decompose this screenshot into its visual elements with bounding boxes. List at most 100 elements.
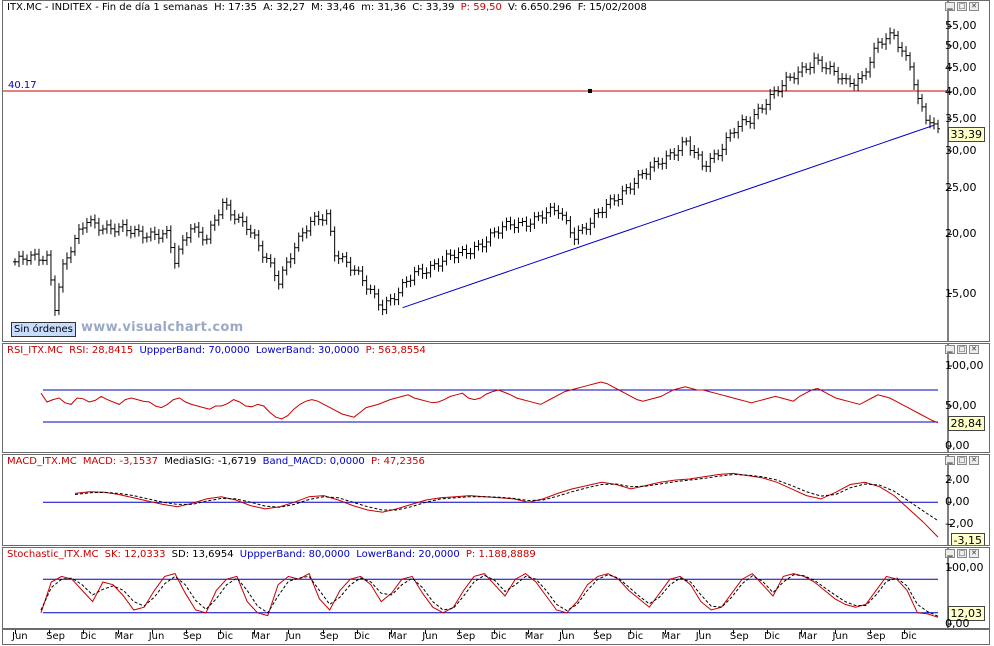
rsi-chart: [40, 344, 952, 452]
price-bar: [908, 52, 913, 71]
price-bar: [572, 227, 577, 245]
x-tick: [288, 630, 290, 634]
price-bar: [536, 211, 541, 222]
rsi-p: P: 563,8554: [365, 345, 426, 356]
price-field-f: F: 15/02/2008: [577, 2, 647, 13]
price-bar: [276, 270, 281, 290]
minimize-icon[interactable]: ▁: [945, 345, 955, 354]
price-bar: [688, 136, 693, 156]
minimize-icon[interactable]: ▁: [945, 2, 955, 11]
price-bar: [780, 80, 785, 98]
price-bar: [416, 264, 421, 276]
x-tick-label: Jun: [558, 631, 575, 642]
x-tick-label: Sep: [46, 631, 66, 642]
price-panel[interactable]: ITX.MC - INDITEX - Fin de día 1 semanas …: [2, 0, 990, 342]
price-bar: [56, 283, 61, 315]
rsi-lower: LowerBand: 30,0000: [255, 345, 360, 356]
price-bar: [156, 229, 161, 244]
price-bar: [240, 212, 245, 227]
stoch-last-value: 12,03: [947, 606, 985, 621]
price-bar: [436, 258, 441, 272]
x-tick: [732, 630, 734, 634]
x-tick: [561, 630, 563, 634]
price-symbol: ITX.MC - INDITEX - Fin de día 1 semanas: [7, 2, 208, 13]
price-bar: [564, 211, 569, 225]
price-bar: [900, 41, 905, 57]
level-line-handle: [588, 88, 592, 93]
price-bar: [356, 266, 361, 275]
price-bar: [632, 177, 637, 196]
price-bar: [256, 229, 261, 252]
maximize-icon[interactable]: □: [957, 549, 967, 558]
rsi-y-tick-label: 50,00: [945, 399, 977, 412]
price-bar: [728, 129, 733, 142]
minimize-icon[interactable]: ▁: [945, 456, 955, 465]
close-icon[interactable]: ✕: [969, 549, 979, 558]
x-tick: [322, 630, 324, 634]
macd-panel[interactable]: MACD_ITX.MC MACD: -3,1537 MediaSIG: -1,6…: [2, 454, 990, 546]
stochastic-panel[interactable]: Stochastic_ITX.MC SK: 12,0333 SD: 13,695…: [2, 547, 990, 629]
price-bar: [308, 216, 313, 236]
watermark: www.visualchart.com: [81, 320, 244, 335]
x-tick-label: Jun: [422, 631, 438, 642]
price-bar: [656, 157, 661, 169]
x-tick: [356, 630, 358, 634]
price-bar: [844, 73, 849, 85]
x-tick: [15, 630, 16, 634]
price-bar: [104, 220, 109, 234]
price-bar: [496, 226, 501, 239]
price-y-tick-label: 55,00: [945, 19, 977, 33]
macd-series-mediasig: [74, 473, 939, 522]
x-tick: [835, 630, 837, 634]
price-bar: [880, 37, 885, 49]
price-bar: [748, 116, 753, 129]
price-y-tick-label: 40,00: [945, 84, 977, 98]
price-bar: [48, 250, 53, 286]
price-bar: [544, 207, 549, 224]
price-bar: [220, 198, 225, 220]
price-y-tick-label: 25,00: [945, 181, 977, 195]
price-bar: [456, 247, 461, 263]
price-bar: [360, 266, 365, 287]
price-bar: [440, 255, 445, 272]
trend-line: [402, 124, 935, 309]
price-bar: [488, 228, 493, 247]
close-icon[interactable]: ✕: [969, 345, 979, 354]
price-bar: [184, 232, 189, 246]
price-bar: [580, 224, 585, 235]
x-tick-label: Jun: [695, 631, 712, 642]
price-bar: [832, 62, 837, 76]
maximize-icon[interactable]: □: [957, 456, 967, 465]
stoch-p: P: 1.188,8889: [465, 549, 536, 560]
macd-p: P: 47,2356: [370, 456, 425, 467]
time-axis[interactable]: Jun Sep Dic Mar Jun Sep Dic Mar Jun Sep Dic Mar Jun S…: [2, 629, 990, 645]
price-bar: [332, 226, 337, 262]
price-bar: [284, 257, 289, 276]
price-bar: [660, 157, 665, 170]
maximize-icon[interactable]: □: [957, 345, 967, 354]
price-bar: [368, 284, 373, 295]
stoch-y-tick-label: 0,00: [945, 617, 970, 629]
price-bar: [344, 251, 349, 268]
price-bar: [492, 227, 497, 238]
price-bar: [140, 225, 145, 244]
price-bar: [920, 93, 925, 112]
price-bar: [736, 120, 741, 139]
price-bar: [504, 217, 509, 231]
rsi-panel[interactable]: RSI_ITX.MC RSI: 28,8415 UppperBand: 70,0…: [2, 343, 990, 453]
price-bar: [784, 71, 789, 92]
orders-badge[interactable]: Sin órdenes: [11, 322, 76, 337]
close-icon[interactable]: ✕: [969, 456, 979, 465]
x-tick-label: Dic: [900, 631, 917, 642]
price-bar: [404, 276, 409, 288]
maximize-icon[interactable]: □: [957, 2, 967, 11]
price-bar: [804, 63, 809, 74]
price-bar: [696, 147, 701, 160]
rsi-last-value: 28,84: [947, 416, 985, 431]
price-bar: [548, 203, 553, 218]
close-icon[interactable]: ✕: [969, 2, 979, 11]
price-bar: [676, 145, 681, 161]
price-chart: [3, 1, 952, 341]
price-bar: [380, 299, 385, 316]
minimize-icon[interactable]: ▁: [945, 549, 955, 558]
